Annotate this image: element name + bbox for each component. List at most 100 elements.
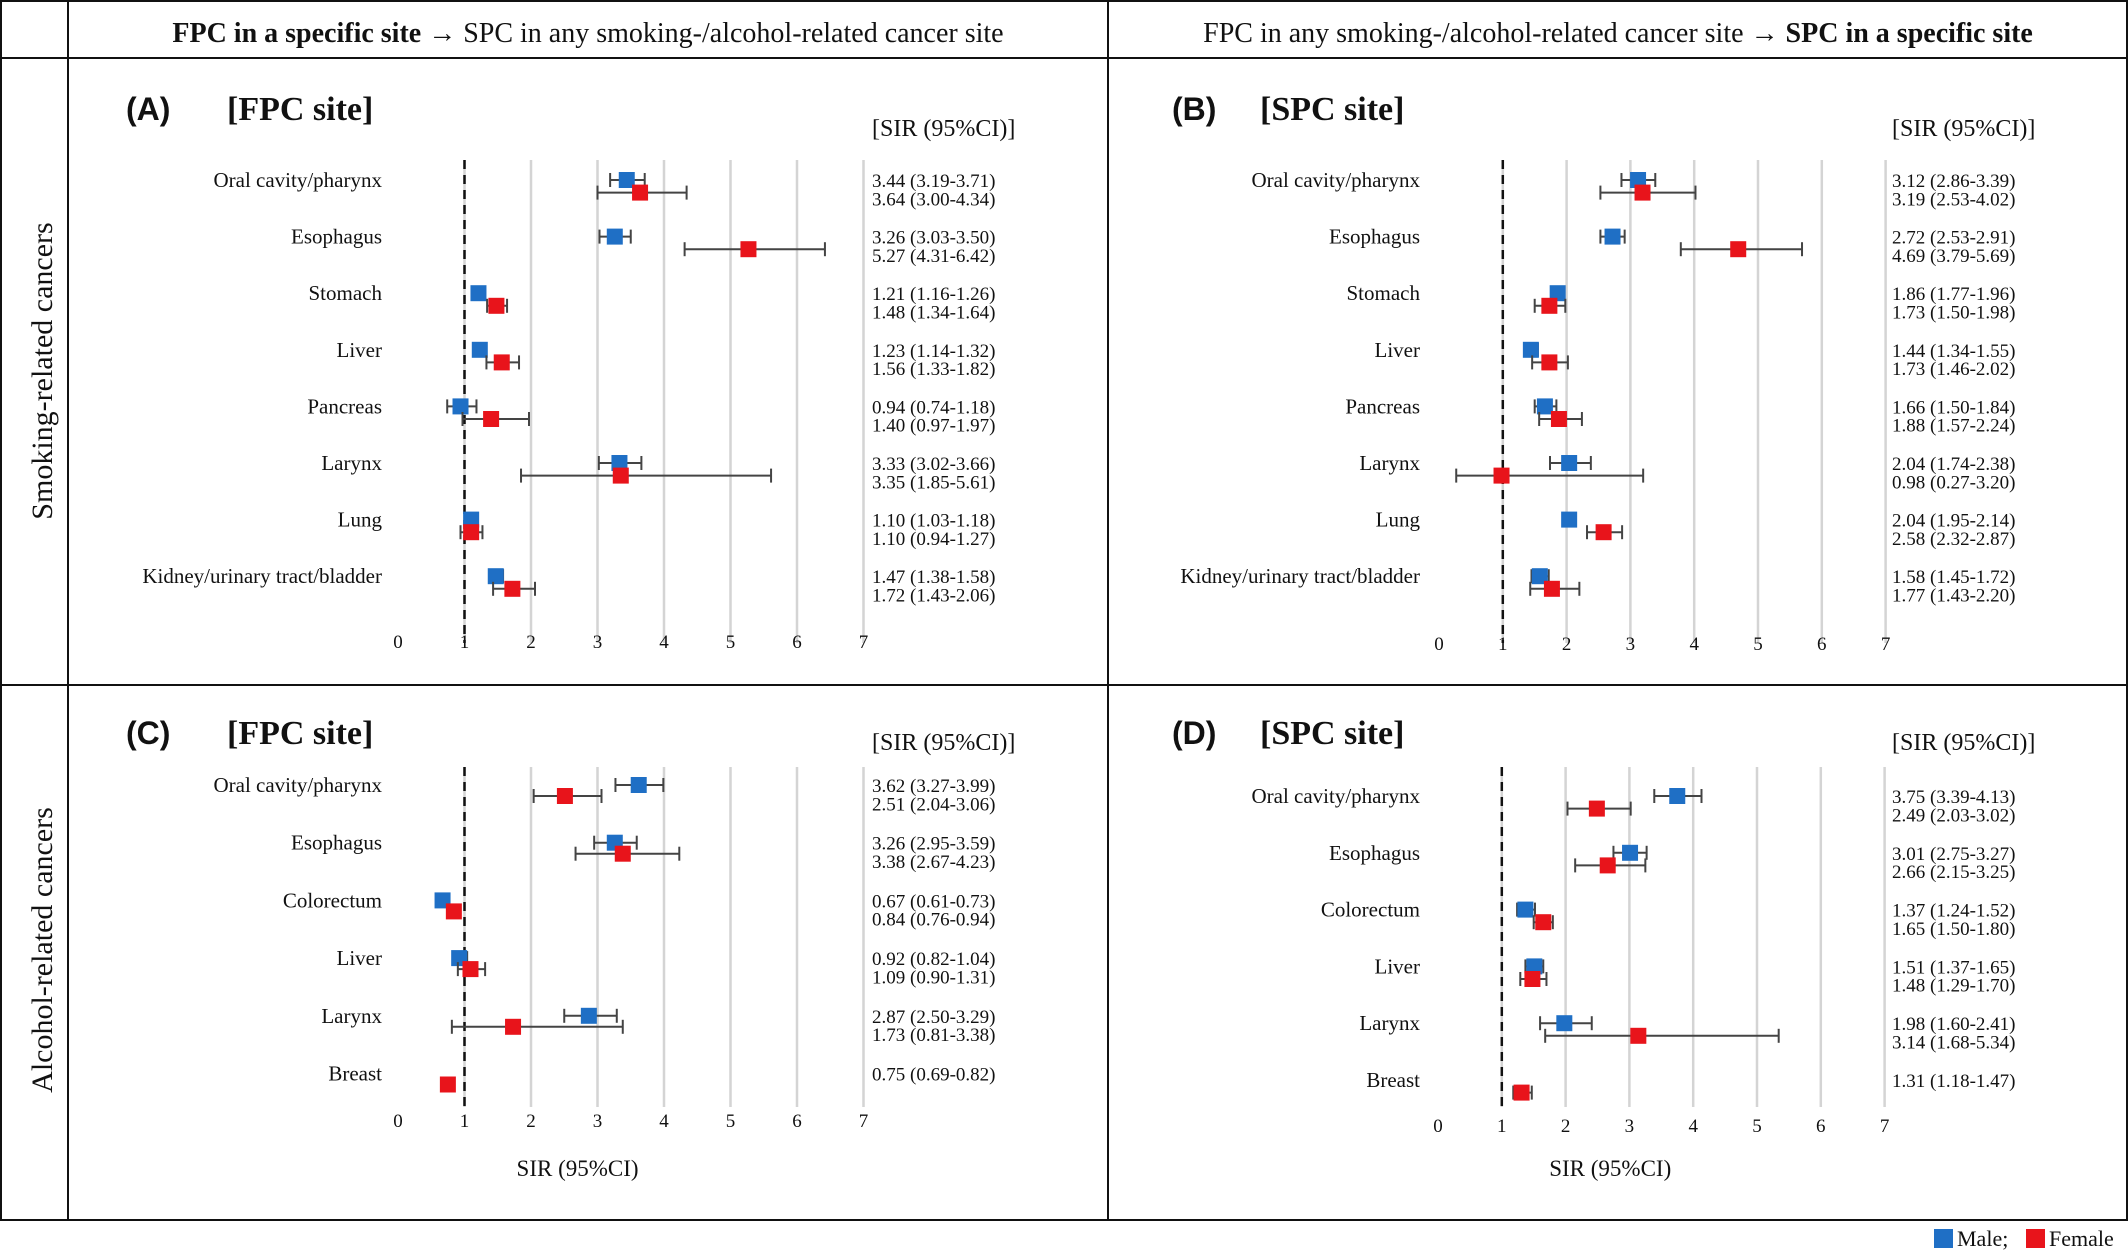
category-label: Larynx	[321, 451, 382, 475]
category-label: Liver	[1375, 954, 1420, 978]
column-header-right: FPC in any smoking-/alcohol-related canc…	[1203, 18, 2033, 49]
category-label: Esophagus	[1329, 225, 1420, 249]
table-frame	[0, 0, 2128, 1221]
sir-ci-value: 2.49 (2.03-3.02)	[1892, 805, 2015, 826]
sir-ci-value: 1.10 (0.94-1.27)	[872, 529, 995, 550]
x-tick-label: 3	[593, 632, 603, 653]
point-female	[1630, 1027, 1647, 1044]
x-tick-label: 5	[1752, 1116, 1762, 1137]
sir-ci-value: 3.75 (3.39-4.13)	[1892, 787, 2015, 808]
sir-ci-header: [SIR (95%CI)]	[1892, 116, 2035, 142]
x-axis-label: SIR (95%CI)	[517, 1156, 639, 1181]
sir-ci-value: 2.72 (2.53-2.91)	[1892, 228, 2015, 249]
point-male	[618, 172, 635, 188]
x-tick-label: 5	[726, 632, 736, 653]
sir-ci-value: 2.58 (2.32-2.87)	[1892, 529, 2015, 550]
sir-ci-value: 1.48 (1.29-1.70)	[1892, 976, 2015, 997]
category-label: Esophagus	[291, 831, 382, 855]
point-female	[445, 903, 462, 920]
x-tick-label: 6	[1817, 634, 1827, 655]
x-tick-label: 7	[859, 632, 869, 653]
x-tick-label: 0	[393, 1111, 403, 1132]
point-female	[505, 1018, 522, 1035]
row-header-smoking: Smoking-related cancers	[26, 222, 59, 519]
sir-ci-value: 0.98 (0.27-3.20)	[1892, 472, 2015, 493]
sir-ci-value: 3.35 (1.85-5.61)	[872, 472, 995, 493]
x-tick-label: 1	[1498, 634, 1508, 655]
category-label: Stomach	[309, 281, 383, 305]
point-female	[1541, 354, 1558, 371]
sir-ci-value: 0.94 (0.74-1.18)	[872, 397, 995, 418]
category-label: Liver	[1375, 338, 1420, 362]
legend-female-label: Female	[2049, 1226, 2114, 1251]
legend-male-swatch	[1934, 1229, 1953, 1248]
category-label: Breast	[328, 1062, 382, 1086]
x-tick-label: 2	[526, 632, 536, 653]
category-label: Oral cavity/pharynx	[213, 168, 382, 192]
x-tick-label: 3	[1625, 1116, 1635, 1137]
point-female	[1524, 971, 1541, 987]
category-label: Larynx	[1359, 1011, 1420, 1035]
point-female	[1543, 580, 1560, 597]
x-tick-label: 2	[526, 1111, 536, 1132]
x-axis-label: SIR (95%CI)	[1549, 1156, 1671, 1181]
point-male	[1630, 172, 1647, 188]
column-header-left-bold: FPC in a specific site	[172, 18, 421, 49]
category-label: Oral cavity/pharynx	[1251, 168, 1420, 192]
category-label: Lung	[1376, 508, 1421, 532]
legend-female-swatch	[2026, 1229, 2045, 1248]
category-label: Larynx	[321, 1004, 382, 1028]
column-header-right-bold: SPC in a specific site	[1786, 18, 2033, 49]
sir-ci-value: 0.75 (0.69-0.82)	[872, 1065, 995, 1086]
sir-ci-value: 3.26 (3.03-3.50)	[872, 228, 995, 249]
sir-ci-value: 1.23 (1.14-1.32)	[872, 341, 995, 362]
sir-ci-value: 1.10 (1.03-1.18)	[872, 511, 995, 532]
point-male	[1669, 788, 1686, 804]
x-tick-label: 6	[792, 1111, 802, 1132]
panel-title: [SPC site]	[1260, 715, 1404, 752]
panel-d: (D) [SPC site] [SIR (95%CI)] 0 1 2 3 4 5 6 7 SIR (9…	[1172, 715, 2035, 1181]
x-tick-label: 1	[460, 1111, 470, 1132]
sir-ci-value: 2.66 (2.15-3.25)	[1892, 862, 2015, 883]
sir-ci-value: 3.64 (3.00-4.34)	[872, 189, 995, 210]
sir-ci-value: 1.47 (1.38-1.58)	[872, 567, 995, 588]
sir-ci-value: 1.73 (1.46-2.02)	[1892, 359, 2015, 380]
category-label: Pancreas	[307, 394, 382, 418]
sir-ci-value: 1.77 (1.43-2.20)	[1892, 586, 2015, 607]
panel-letter: (B)	[1172, 91, 1216, 127]
sir-ci-value: 3.38 (2.67-4.23)	[872, 852, 995, 873]
point-male	[1549, 285, 1566, 302]
x-tick-label: 4	[1689, 634, 1699, 655]
panel-c: (C) [FPC site] [SIR (95%CI)] 0 1 2 3 4 5 6 7 SIR (9…	[126, 715, 1015, 1181]
sir-ci-value: 1.21 (1.16-1.26)	[872, 284, 995, 305]
point-female	[632, 184, 649, 201]
sir-ci-value: 1.73 (1.50-1.98)	[1892, 303, 2015, 324]
point-male	[1622, 844, 1639, 861]
x-tick-label: 4	[659, 632, 669, 653]
sir-ci-value: 1.66 (1.50-1.84)	[1892, 397, 2015, 418]
point-male	[611, 455, 628, 471]
x-tick-label: 0	[1433, 1116, 1443, 1137]
sir-ci-header: [SIR (95%CI)]	[872, 730, 1015, 756]
point-female	[1634, 184, 1651, 201]
point-female	[483, 411, 500, 427]
point-female	[488, 297, 505, 314]
sir-ci-value: 3.33 (3.02-3.66)	[872, 454, 995, 475]
x-tick-label: 4	[659, 1111, 669, 1132]
category-label: Oral cavity/pharynx	[213, 773, 382, 797]
point-male	[1517, 901, 1534, 918]
point-female	[1588, 800, 1605, 817]
x-tick-label: 5	[1753, 634, 1763, 655]
column-header-left: FPC in a specific site → SPC in any smok…	[172, 18, 1003, 49]
point-male	[1531, 568, 1548, 585]
panel-letter: (C)	[126, 715, 170, 751]
point-female	[504, 580, 521, 597]
sir-ci-value: 3.44 (3.19-3.71)	[872, 171, 995, 192]
category-label: Kidney/urinary tract/bladder	[142, 564, 382, 588]
x-tick-label: 2	[1562, 634, 1572, 655]
point-male	[471, 341, 488, 358]
point-female	[462, 961, 479, 978]
sir-ci-value: 1.31 (1.18-1.47)	[1892, 1071, 2015, 1092]
